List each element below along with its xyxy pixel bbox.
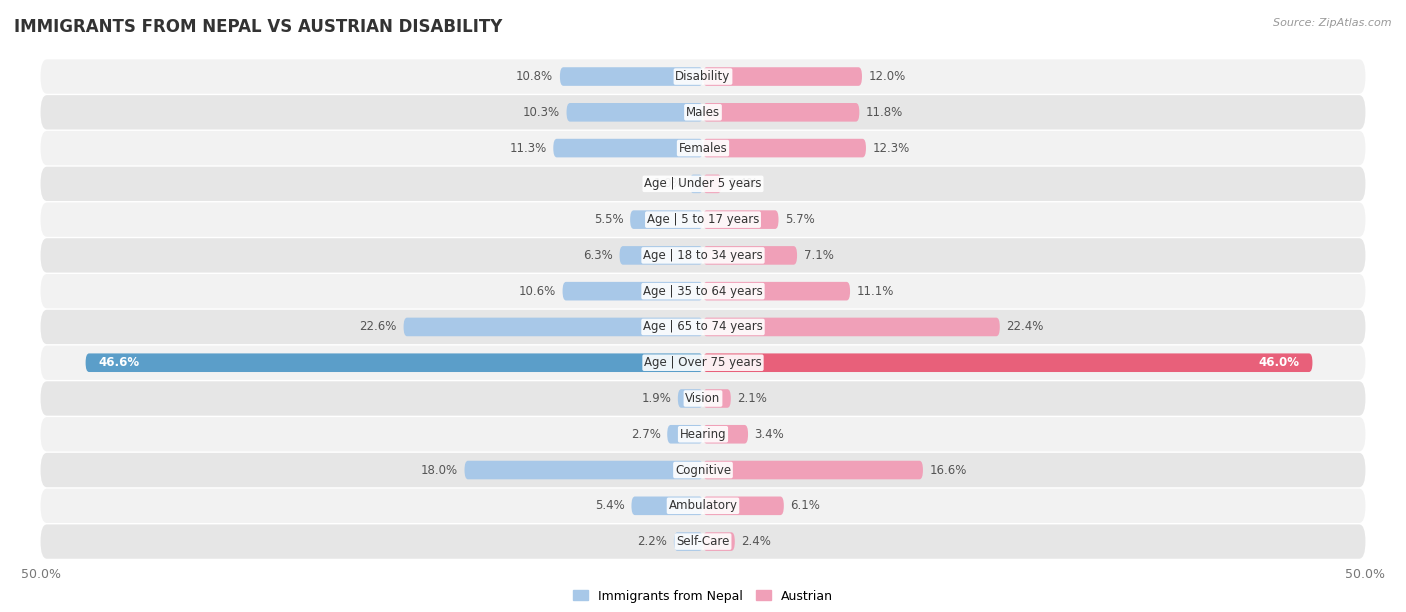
Text: 46.6%: 46.6% <box>98 356 141 369</box>
FancyBboxPatch shape <box>464 461 703 479</box>
FancyBboxPatch shape <box>703 318 1000 336</box>
FancyBboxPatch shape <box>703 211 779 229</box>
FancyBboxPatch shape <box>41 274 1365 308</box>
Text: Age | 5 to 17 years: Age | 5 to 17 years <box>647 213 759 226</box>
FancyBboxPatch shape <box>41 346 1365 380</box>
Text: 22.4%: 22.4% <box>1007 321 1043 334</box>
Text: Source: ZipAtlas.com: Source: ZipAtlas.com <box>1274 18 1392 28</box>
FancyBboxPatch shape <box>41 310 1365 344</box>
Text: IMMIGRANTS FROM NEPAL VS AUSTRIAN DISABILITY: IMMIGRANTS FROM NEPAL VS AUSTRIAN DISABI… <box>14 18 502 36</box>
FancyBboxPatch shape <box>703 532 735 551</box>
Text: Age | 65 to 74 years: Age | 65 to 74 years <box>643 321 763 334</box>
FancyBboxPatch shape <box>703 139 866 157</box>
FancyBboxPatch shape <box>703 103 859 122</box>
FancyBboxPatch shape <box>41 131 1365 165</box>
Text: Ambulatory: Ambulatory <box>668 499 738 512</box>
FancyBboxPatch shape <box>562 282 703 300</box>
Text: Cognitive: Cognitive <box>675 463 731 477</box>
FancyBboxPatch shape <box>630 211 703 229</box>
FancyBboxPatch shape <box>41 203 1365 237</box>
Text: Age | 18 to 34 years: Age | 18 to 34 years <box>643 249 763 262</box>
FancyBboxPatch shape <box>41 524 1365 559</box>
FancyBboxPatch shape <box>560 67 703 86</box>
Text: 5.5%: 5.5% <box>593 213 623 226</box>
FancyBboxPatch shape <box>703 461 922 479</box>
FancyBboxPatch shape <box>703 282 851 300</box>
Text: 2.7%: 2.7% <box>631 428 661 441</box>
Text: Age | 35 to 64 years: Age | 35 to 64 years <box>643 285 763 297</box>
FancyBboxPatch shape <box>41 488 1365 523</box>
Text: 1.4%: 1.4% <box>728 177 758 190</box>
Text: 1.9%: 1.9% <box>641 392 671 405</box>
FancyBboxPatch shape <box>703 496 783 515</box>
FancyBboxPatch shape <box>41 238 1365 272</box>
Text: Self-Care: Self-Care <box>676 535 730 548</box>
FancyBboxPatch shape <box>631 496 703 515</box>
Text: Age | Under 5 years: Age | Under 5 years <box>644 177 762 190</box>
Text: 12.3%: 12.3% <box>873 141 910 155</box>
Text: Vision: Vision <box>685 392 721 405</box>
Text: 2.2%: 2.2% <box>637 535 668 548</box>
Legend: Immigrants from Nepal, Austrian: Immigrants from Nepal, Austrian <box>568 584 838 608</box>
Text: 16.6%: 16.6% <box>929 463 967 477</box>
FancyBboxPatch shape <box>620 246 703 265</box>
Text: 2.4%: 2.4% <box>741 535 772 548</box>
Text: 7.1%: 7.1% <box>804 249 834 262</box>
FancyBboxPatch shape <box>703 425 748 444</box>
FancyBboxPatch shape <box>678 389 703 408</box>
FancyBboxPatch shape <box>41 453 1365 487</box>
FancyBboxPatch shape <box>41 166 1365 201</box>
Text: 10.3%: 10.3% <box>523 106 560 119</box>
FancyBboxPatch shape <box>703 389 731 408</box>
Text: 18.0%: 18.0% <box>420 463 458 477</box>
FancyBboxPatch shape <box>690 174 703 193</box>
Text: 5.7%: 5.7% <box>785 213 815 226</box>
Text: 11.3%: 11.3% <box>509 141 547 155</box>
Text: Females: Females <box>679 141 727 155</box>
FancyBboxPatch shape <box>554 139 703 157</box>
FancyBboxPatch shape <box>673 532 703 551</box>
Text: 12.0%: 12.0% <box>869 70 905 83</box>
FancyBboxPatch shape <box>703 67 862 86</box>
Text: 1.0%: 1.0% <box>654 177 683 190</box>
Text: Hearing: Hearing <box>679 428 727 441</box>
Text: Disability: Disability <box>675 70 731 83</box>
Text: 10.8%: 10.8% <box>516 70 554 83</box>
Text: 6.3%: 6.3% <box>583 249 613 262</box>
Text: 6.1%: 6.1% <box>790 499 820 512</box>
FancyBboxPatch shape <box>567 103 703 122</box>
Text: 2.1%: 2.1% <box>738 392 768 405</box>
Text: 10.6%: 10.6% <box>519 285 555 297</box>
FancyBboxPatch shape <box>41 417 1365 452</box>
Text: 11.1%: 11.1% <box>856 285 894 297</box>
FancyBboxPatch shape <box>668 425 703 444</box>
FancyBboxPatch shape <box>41 381 1365 416</box>
FancyBboxPatch shape <box>703 353 1312 372</box>
Text: 5.4%: 5.4% <box>595 499 624 512</box>
FancyBboxPatch shape <box>703 246 797 265</box>
FancyBboxPatch shape <box>41 95 1365 130</box>
FancyBboxPatch shape <box>41 59 1365 94</box>
Text: 46.0%: 46.0% <box>1258 356 1299 369</box>
Text: 3.4%: 3.4% <box>755 428 785 441</box>
Text: Age | Over 75 years: Age | Over 75 years <box>644 356 762 369</box>
FancyBboxPatch shape <box>86 353 703 372</box>
Text: Males: Males <box>686 106 720 119</box>
Text: 11.8%: 11.8% <box>866 106 903 119</box>
FancyBboxPatch shape <box>404 318 703 336</box>
FancyBboxPatch shape <box>703 174 721 193</box>
Text: 22.6%: 22.6% <box>360 321 396 334</box>
